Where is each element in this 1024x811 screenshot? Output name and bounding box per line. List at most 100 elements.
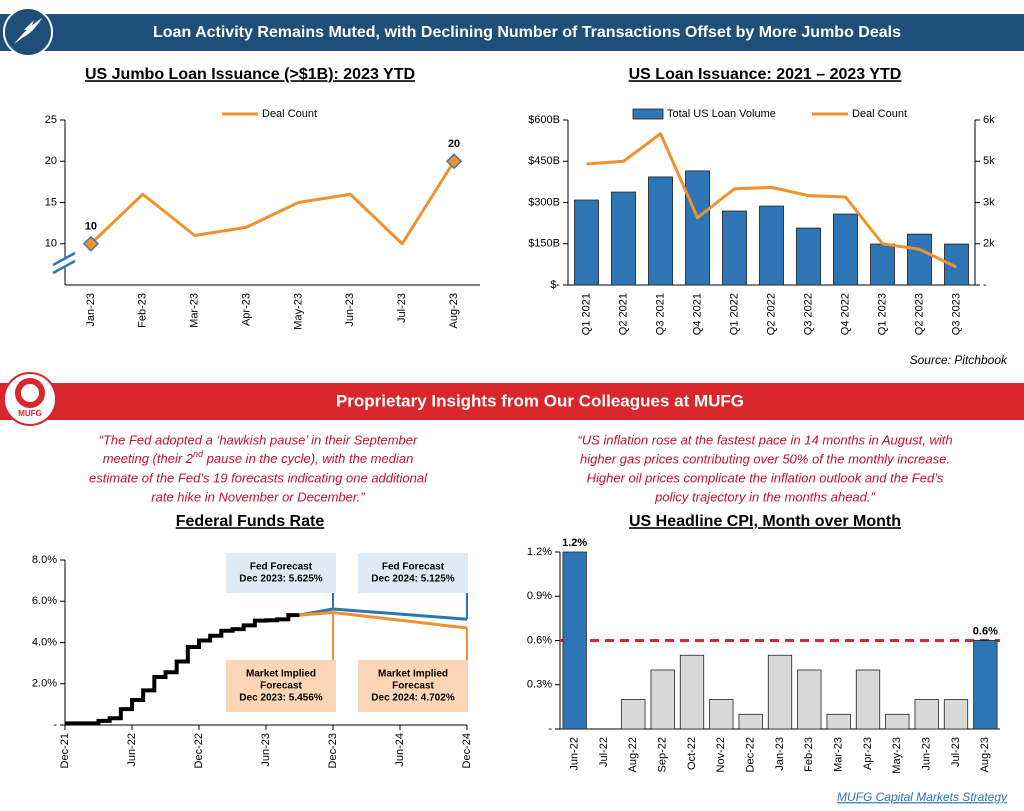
bar	[685, 170, 710, 286]
y-tick-label: -	[53, 719, 57, 731]
y2-tick-label: 3k	[983, 196, 995, 208]
y-tick-label: 4.0%	[32, 636, 57, 648]
x-tick-label: Dec-21	[59, 733, 71, 768]
bar	[611, 191, 636, 286]
annotation-text: Dec 2023: 5.625%	[239, 574, 323, 585]
value-label: 0.6%	[973, 625, 998, 637]
quote-text: pause in the cycle), with the median	[203, 451, 413, 466]
legend-label: Total US Loan Volume	[667, 108, 776, 120]
annotation-box	[358, 660, 468, 712]
x-tick-label: Jul-23	[396, 293, 408, 323]
bar	[914, 699, 939, 730]
quote-line: estimate of the Fed’s 19 forecasts indic…	[89, 470, 428, 485]
x-tick-label: Jun-23	[344, 293, 356, 327]
chart: US Loan Issuance: 2021 – 2023 YTD $- $150B…	[528, 66, 995, 335]
bar	[833, 213, 858, 286]
x-tick-label: Jun-22	[569, 737, 581, 771]
y-tick-label: 1.2%	[527, 546, 552, 558]
x-tick-label: Jul-22	[598, 737, 610, 767]
x-tick-label: Q1 2023	[876, 293, 888, 335]
header-band	[0, 14, 1024, 51]
chart-title: US Loan Issuance: 2021 – 2023 YTD	[629, 66, 902, 83]
x-tick-label: Aug-22	[627, 737, 639, 772]
x-tick-label: Q4 2022	[839, 293, 851, 335]
chart: Federal Funds Rate - 2.0% 4.0% 6.0% 8.0% Dec-2…	[32, 513, 473, 768]
bar	[759, 205, 784, 286]
x-tick-label: Jun-23	[921, 737, 933, 771]
y-tick-label: $600B	[528, 114, 560, 126]
quote-line: Higher oil prices complicate the inflati…	[587, 470, 944, 485]
bar	[797, 669, 822, 730]
x-tick-label: Apr-23	[240, 293, 252, 326]
bar	[562, 551, 587, 730]
bar	[709, 699, 734, 730]
quote-text: meeting (their 2	[103, 451, 194, 466]
x-tick-label: Jan-23	[85, 293, 97, 327]
x-tick-label: Dec-24	[461, 733, 473, 768]
bar	[973, 640, 998, 730]
line	[65, 613, 300, 726]
y-tick-label: $150B	[528, 238, 560, 250]
x-tick-label: Jun-22	[126, 733, 138, 767]
quote-line: “The Fed adopted a ‘hawkish pause’ in th…	[99, 432, 418, 447]
x-tick-label: Dec-23	[327, 733, 339, 768]
legend-swatch	[632, 108, 664, 120]
value-label: 20	[448, 138, 460, 150]
annotation-text: Market Implied	[246, 669, 316, 680]
y-tick-label: 0.3%	[527, 679, 552, 691]
line	[586, 132, 958, 269]
bar	[885, 713, 910, 730]
x-tick-label: Aug-23	[979, 737, 991, 772]
bar	[648, 176, 673, 286]
bar	[767, 654, 793, 730]
footer-link[interactable]: MUFG Capital Markets Strategy	[837, 790, 1008, 804]
x-tick-label: Dec-22	[193, 733, 205, 768]
bar	[574, 199, 599, 286]
y-tick-label: $450B	[528, 155, 560, 167]
chart-title: Federal Funds Rate	[176, 513, 325, 530]
annotation-text: Dec 2024: 4.702%	[371, 693, 455, 704]
y2-tick-label: 2k	[983, 238, 995, 250]
annotation-text: Forecast	[260, 681, 302, 692]
x-tick-label: Apr-23	[862, 737, 874, 770]
section-band	[0, 383, 1024, 420]
x-tick-label: Q3 2023	[950, 293, 962, 335]
quote-line: higher gas prices contributing over 50% …	[580, 451, 950, 466]
x-tick-label: Q4 2021	[691, 293, 703, 335]
quote-line: rate hike in November or December.”	[151, 489, 365, 504]
y-tick-label: 25	[45, 114, 57, 126]
x-tick-label: Q1 2022	[728, 293, 740, 335]
superscript: nd	[193, 449, 204, 459]
x-tick-label: Q3 2022	[802, 293, 814, 335]
x-tick-label: Jul-23	[950, 737, 962, 767]
quote-line: policy trajectory in the months ahead.”	[654, 489, 875, 504]
chart: US Jumbo Loan Issuance (>$1B): 2023 YTD 1…	[45, 66, 480, 330]
header-title: Loan Activity Remains Muted, with Declin…	[153, 24, 901, 41]
y-tick-label: 6.0%	[32, 595, 57, 607]
source: Source: Pitchbook	[910, 353, 1008, 367]
x-tick-label: May-23	[891, 737, 903, 774]
bar	[826, 713, 851, 730]
x-tick-label: Q2 2022	[765, 293, 777, 335]
x-tick-label: Jan-23	[774, 737, 786, 771]
y-tick-label: 8.0%	[32, 554, 57, 566]
y-tick-label: 2.0%	[32, 678, 57, 690]
x-tick-label: Jun-24	[394, 733, 406, 767]
chart: US Headline CPI, Month over Month - 0.3% 0.…	[527, 513, 1000, 774]
legend-label: Deal Count	[262, 108, 317, 120]
axis-break	[52, 251, 76, 267]
mufg-logo-ring	[15, 378, 45, 408]
legend-label: Deal Count	[852, 108, 907, 120]
quote-line: meeting (their 2nd pause in the cycle), …	[103, 449, 414, 466]
x-tick-label: Dec-22	[745, 737, 757, 772]
quote-line: “US inflation rose at the fastest pace i…	[577, 432, 952, 447]
bar	[796, 227, 821, 286]
y2-tick-label: 5k	[983, 155, 995, 167]
annotation-box	[358, 553, 468, 593]
x-tick-label: Q2 2021	[617, 293, 629, 335]
y2-tick-label: 6k	[983, 114, 995, 126]
annotation-box	[226, 553, 336, 593]
axis-break	[52, 259, 76, 275]
